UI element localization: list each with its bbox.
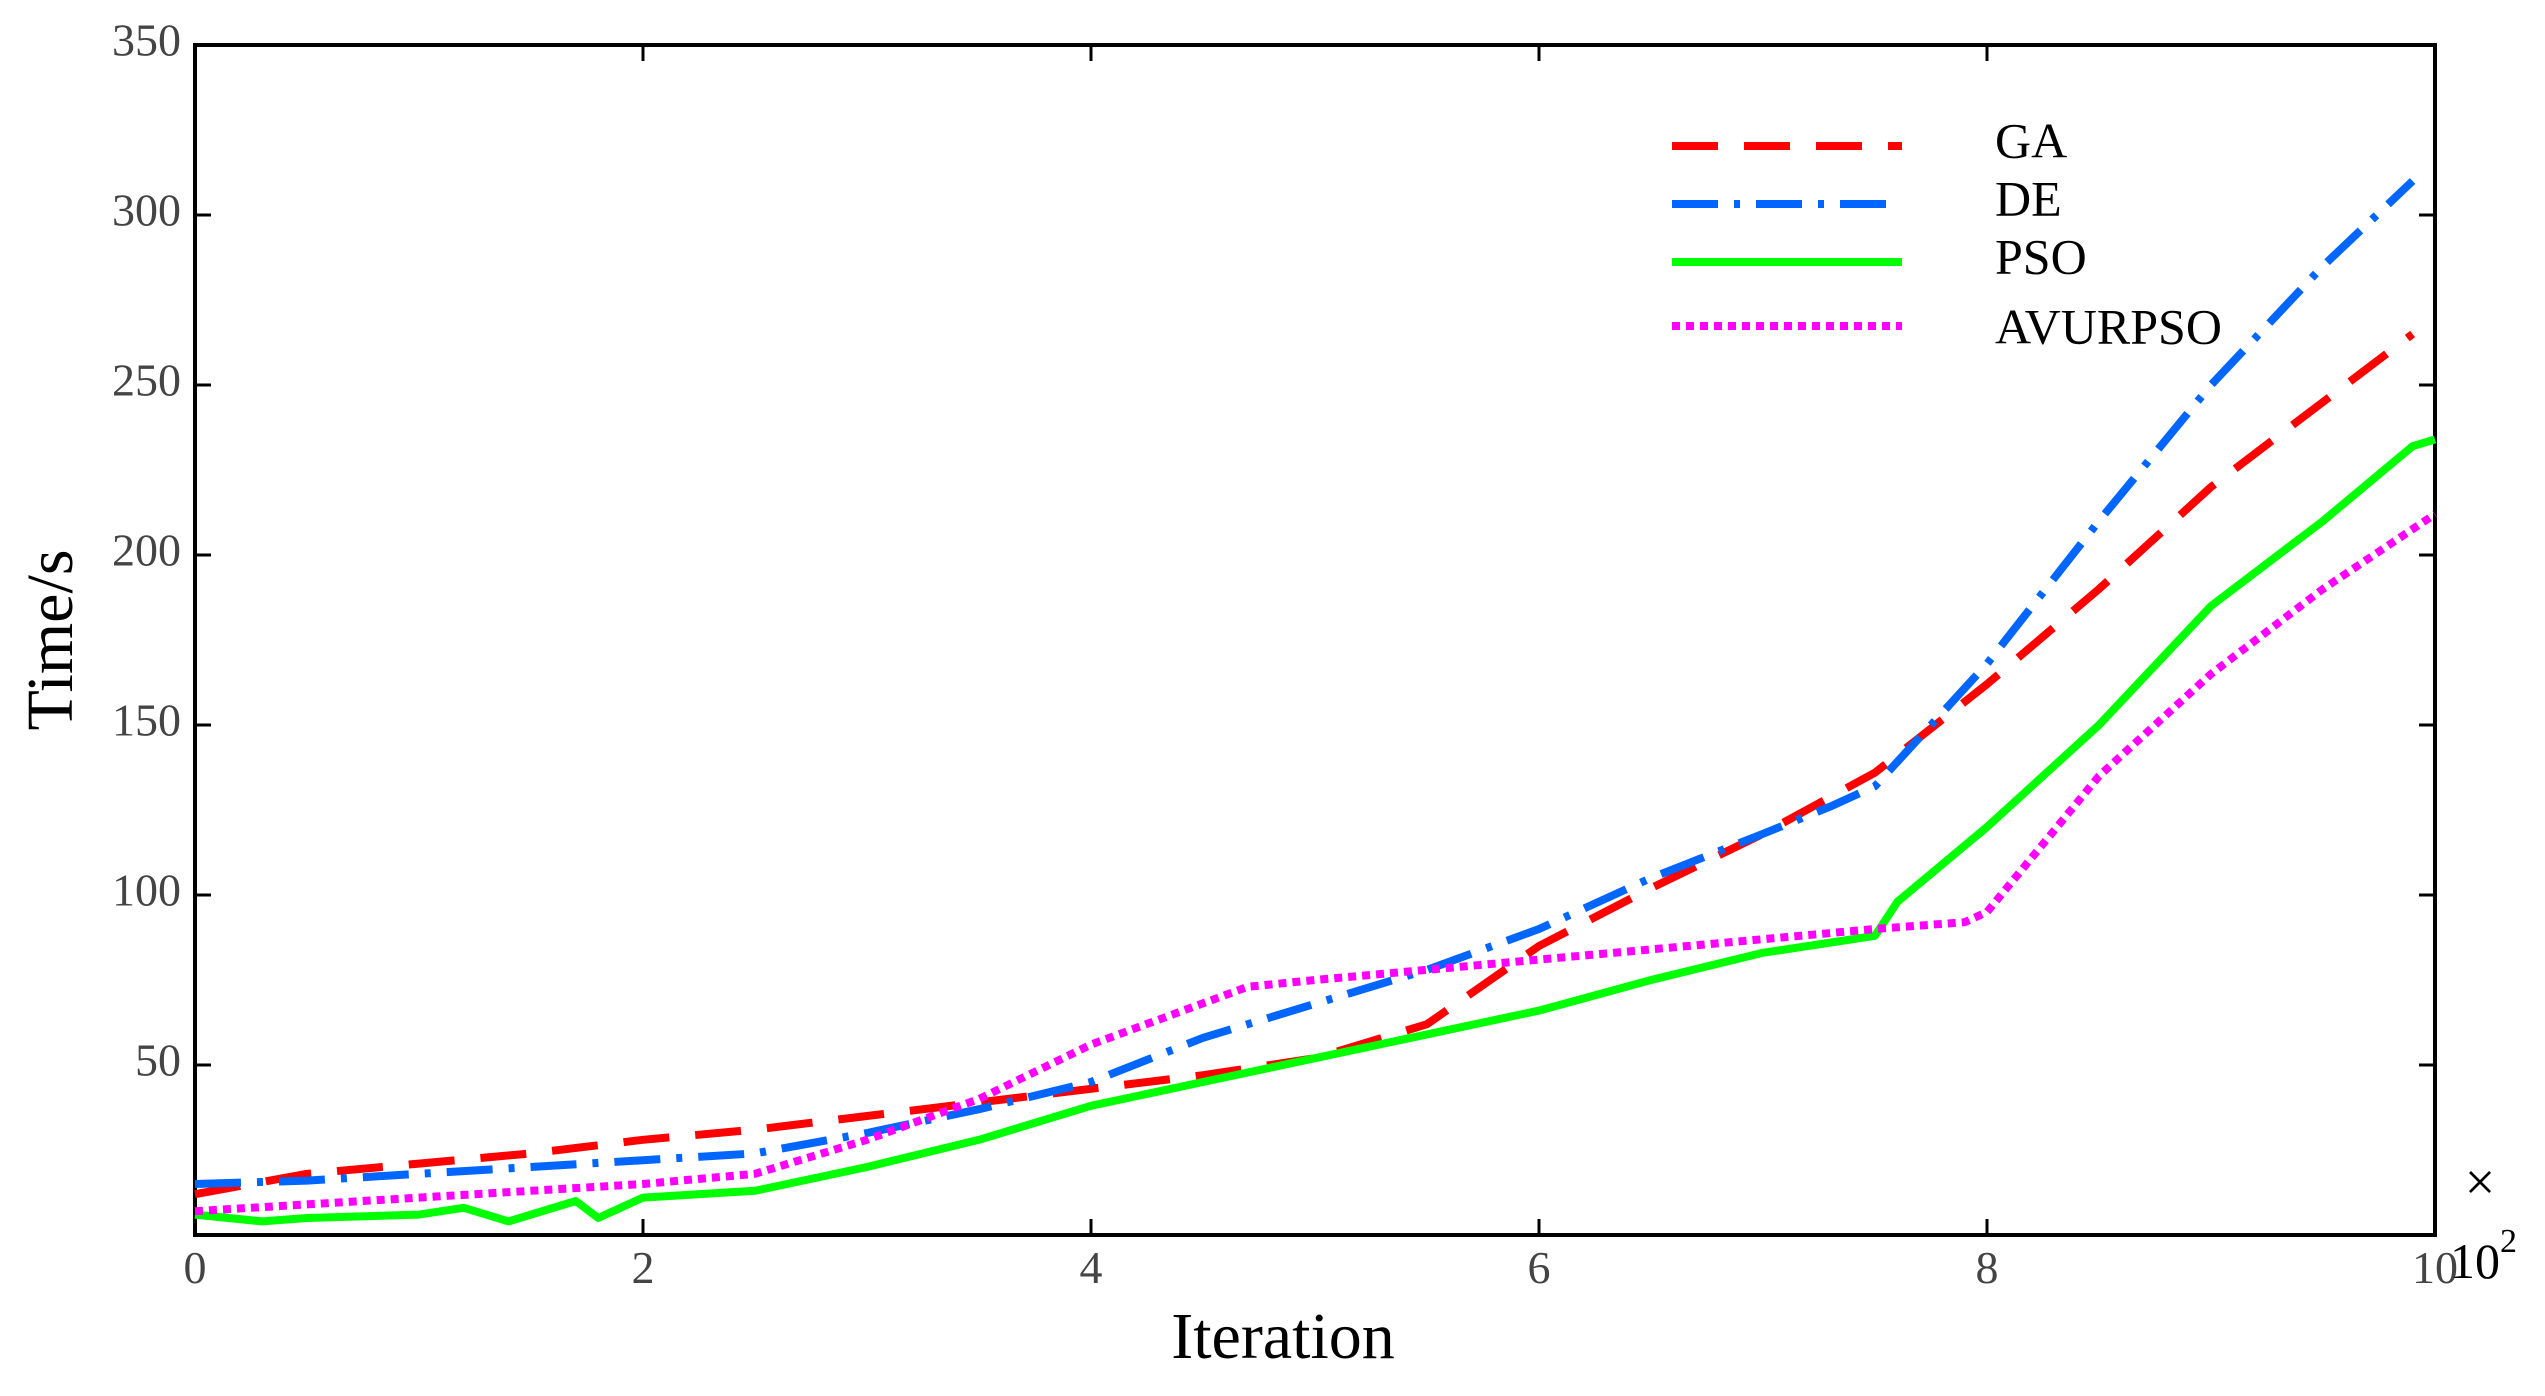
series-line-ga bbox=[194, 330, 2416, 1199]
x-axis-title: Iteration bbox=[1171, 1300, 1395, 1373]
x-axis-multiplier: × 10 2 bbox=[2450, 1152, 2517, 1289]
y-tick-label: 300 bbox=[112, 185, 181, 236]
x-tick-label: 6 bbox=[1528, 1242, 1551, 1293]
x-tick-label: 2 bbox=[632, 1242, 655, 1293]
x-axis: 0 2 4 6 8 10 bbox=[184, 45, 2458, 1293]
legend: GA DE PSO AVURPSO bbox=[1672, 112, 2222, 354]
multiplier-base: 10 bbox=[2450, 1233, 2500, 1289]
y-tick-label: 150 bbox=[112, 695, 181, 746]
series-layer bbox=[194, 178, 2438, 1226]
y-tick-label: 350 bbox=[112, 15, 181, 66]
series-line-pso bbox=[194, 435, 2437, 1226]
legend-label-avurpso: AVURPSO bbox=[1995, 298, 2222, 354]
legend-label-de: DE bbox=[1995, 170, 2062, 226]
y-tick-label: 100 bbox=[112, 865, 181, 916]
legend-label-ga: GA bbox=[1995, 112, 2067, 168]
y-tick-label: 250 bbox=[112, 355, 181, 406]
series-line-de bbox=[194, 178, 2416, 1188]
y-axis: 50 100 150 200 250 300 350 bbox=[112, 15, 2435, 1086]
y-axis-title: Time/s bbox=[14, 550, 87, 731]
x-tick-label: 8 bbox=[1976, 1242, 1999, 1293]
y-tick-label: 200 bbox=[112, 525, 181, 576]
y-tick-label: 50 bbox=[135, 1035, 181, 1086]
x-tick-label: 4 bbox=[1080, 1242, 1103, 1293]
plot-frame bbox=[193, 43, 2437, 1237]
x-tick-label: 0 bbox=[184, 1242, 207, 1293]
multiplier-symbol: × bbox=[2465, 1152, 2495, 1212]
x-tick-label: 10 bbox=[2412, 1242, 2458, 1293]
multiplier-exponent: 2 bbox=[2500, 1223, 2517, 1260]
series-line-avurpso bbox=[194, 510, 2438, 1216]
legend-label-pso: PSO bbox=[1995, 228, 2087, 284]
